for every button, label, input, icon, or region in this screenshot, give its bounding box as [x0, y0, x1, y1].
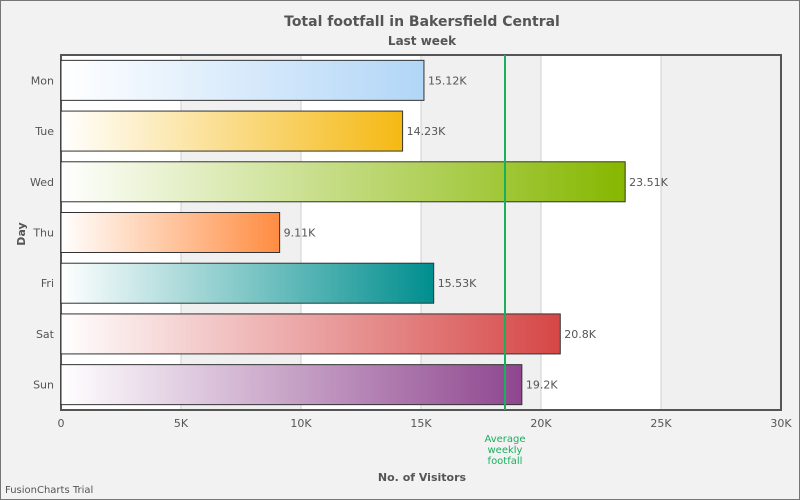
data-label: 19.2K	[526, 379, 558, 392]
x-tick-label: 15K	[410, 417, 432, 430]
plot-area: 0 5K 10K 15K 20K 25K 30K Mon 15.12K Tue 14.23K Wed 2…	[30, 54, 792, 467]
grid-band	[661, 55, 781, 410]
x-tick-label: 5K	[174, 417, 189, 430]
y-tick-label: Wed	[30, 176, 54, 189]
bar-tue	[60, 110, 404, 152]
grid-band	[301, 55, 421, 410]
x-tick-label: 0	[58, 417, 65, 430]
data-label: 23.51K	[629, 176, 668, 189]
data-label: 20.8K	[564, 328, 596, 341]
data-label: 15.53K	[438, 277, 477, 290]
data-label: 14.23K	[407, 125, 446, 138]
grid-band	[421, 55, 541, 410]
bar-thu	[60, 212, 281, 253]
x-axis-title: No. of Visitors	[378, 471, 467, 484]
trendline-label: Average	[484, 434, 525, 445]
x-tick-label: 25K	[650, 417, 672, 430]
y-axis-title: Day	[15, 222, 28, 245]
grid-band	[541, 55, 661, 410]
trendline-label: weekly	[488, 445, 523, 456]
bar-fri	[60, 262, 435, 304]
y-tick-label: Sat	[36, 328, 55, 341]
chart-title: Total footfall in Bakersfield Central	[284, 14, 560, 30]
data-label: 9.11K	[284, 227, 316, 240]
y-tick-label: Mon	[31, 74, 54, 87]
chart-subtitle: Last week	[388, 34, 457, 48]
y-tick-label: Sun	[33, 379, 54, 392]
x-tick-label: 30K	[770, 417, 792, 430]
x-tick-label: 10K	[290, 417, 312, 430]
y-tick-label: Tue	[34, 125, 54, 138]
y-tick-label: Thu	[32, 227, 54, 240]
y-tick-label: Fri	[41, 277, 54, 290]
x-tick-label: 20K	[530, 417, 552, 430]
bar-sun	[60, 364, 523, 406]
watermark: FusionCharts Trial	[5, 485, 93, 496]
trendline-label: footfall	[488, 456, 523, 467]
data-label: 15.12K	[428, 74, 467, 87]
bar-mon	[60, 59, 425, 101]
bar-wed	[60, 161, 626, 203]
bar-sat	[60, 313, 561, 355]
